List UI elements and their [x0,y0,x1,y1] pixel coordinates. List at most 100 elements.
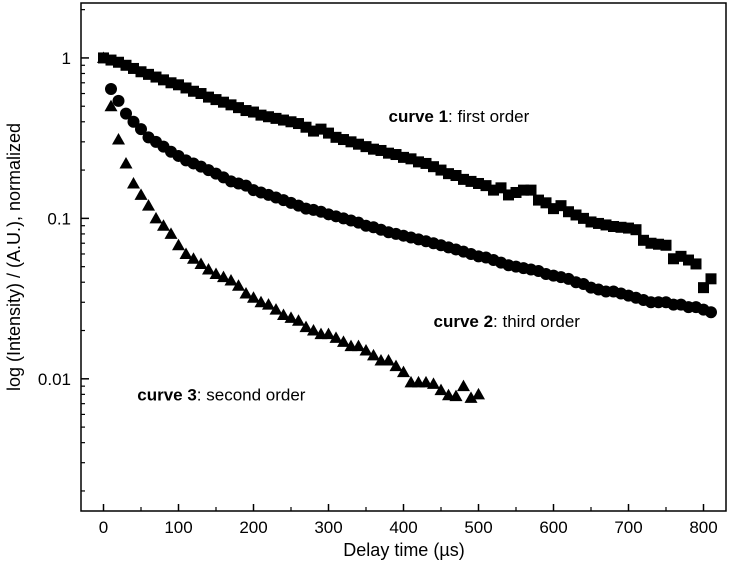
curve-annotation: curve 2: third order [434,312,581,331]
x-tick-label: 300 [314,518,342,537]
x-tick-label: 700 [614,518,642,537]
data-point-square [105,54,117,66]
data-point-square [308,125,319,137]
curve-annotation-order: : second order [197,386,306,405]
data-point-square [353,138,364,150]
data-point-square [510,186,522,198]
data-point-square [263,111,274,123]
data-point-square [413,156,424,168]
data-point-triangle [104,99,118,112]
data-point-square [518,184,529,196]
data-point-square [683,254,694,266]
series-layer [97,51,717,403]
data-point-triangle [97,51,110,63]
data-point-triangle [224,273,238,286]
data-point-square [300,121,312,133]
data-point-square [270,112,282,124]
data-point-triangle [284,311,298,323]
data-point-square [533,194,544,206]
data-point-triangle [119,156,133,169]
series-circle-markers [105,83,717,319]
data-point-triangle [149,211,163,224]
data-point-circle [105,83,117,96]
data-point-square [645,237,657,249]
data-point-circle [135,123,147,136]
data-point-square [668,253,679,265]
x-axis-title: Delay time (µs) [343,540,464,560]
data-point-square [120,59,132,71]
data-point-triangle [292,314,305,326]
data-point-triangle [382,354,395,366]
x-tick-label: 100 [164,518,192,537]
data-point-square [150,71,162,83]
data-point-square [653,238,664,250]
data-point-triangle [239,287,253,299]
curve-annotation-order: : first order [448,107,530,126]
data-point-square [375,144,387,156]
data-point-square [203,91,214,103]
curve-annotation-name: curve 2 [434,312,494,331]
data-point-square [578,212,589,224]
data-point-square [188,85,199,97]
data-point-triangle [419,375,433,388]
x-tick-label: 600 [539,518,567,537]
data-point-square [690,258,702,270]
data-point-triangle [127,176,140,189]
data-point-square [630,224,642,236]
data-point-triangle [194,257,208,269]
curve-annotation: curve 1: first order [389,107,530,126]
data-point-square [278,114,289,126]
data-point-square [338,134,349,146]
data-point-square [435,164,447,176]
data-point-square [345,136,357,148]
series-square-markers [98,52,717,294]
data-point-square [315,123,327,135]
data-point-square [398,151,409,163]
data-point-square [180,82,192,94]
data-point-triangle [172,238,185,251]
data-point-triangle [464,391,478,403]
data-point-square [480,180,492,192]
data-point-square [405,153,417,165]
data-point-square [255,109,267,121]
data-point-triangle [359,344,373,356]
curve-annotation-order: : third order [493,312,580,331]
data-point-square [450,170,462,182]
data-point-square [165,77,177,89]
data-point-square [293,118,304,130]
data-point-square [428,161,439,173]
data-point-square [495,182,507,194]
data-point-triangle [209,267,223,280]
data-point-square [128,62,139,74]
data-point-square [248,106,259,118]
data-point-triangle [397,365,410,378]
data-point-square [143,68,154,80]
curve-annotation-name: curve 3 [137,386,197,405]
data-point-square [503,189,514,201]
y-tick-label: 0.1 [47,209,71,228]
data-point-square [540,197,552,209]
x-tick-label: 400 [389,518,417,537]
data-point-square [660,239,672,251]
data-point-triangle [299,320,313,333]
data-point-circle [120,107,132,120]
data-point-triangle [112,133,125,145]
data-point-triangle [247,291,260,303]
data-point-triangle [217,270,230,283]
data-point-square [705,273,717,285]
data-point-square [360,141,372,153]
data-point-square [608,220,619,232]
data-point-square [488,184,499,196]
data-point-triangle [434,383,448,396]
data-point-square [390,149,402,161]
data-point-square [218,96,229,108]
data-point-square [675,250,687,262]
data-point-triangle [389,359,403,372]
data-point-square [585,216,597,228]
data-point-triangle [187,252,200,264]
data-point-square [600,219,612,231]
x-axis-ticks: 0 100 200 300 400 500 600 700 800 [99,504,718,537]
data-point-square [563,206,574,218]
data-point-triangle [202,263,215,275]
data-point-square [225,99,237,111]
